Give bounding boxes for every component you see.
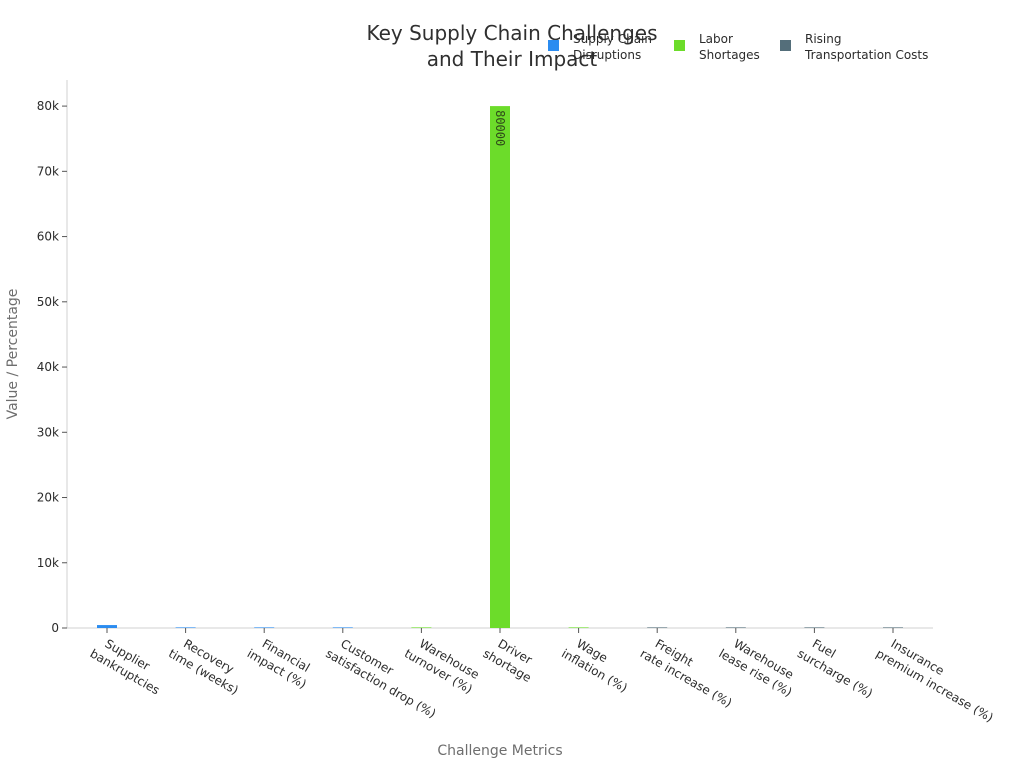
y-tick-label: 0 xyxy=(51,621,59,635)
bar xyxy=(254,627,275,628)
x-tick-label: Supplierbankruptcies xyxy=(88,632,171,697)
legend-swatch xyxy=(780,40,791,51)
bar xyxy=(725,627,746,628)
x-tick-label: Wageinflation (%) xyxy=(559,632,638,695)
bar xyxy=(804,627,825,628)
legend-label: Labor xyxy=(699,32,733,46)
legend-label: Shortages xyxy=(699,48,760,62)
bars xyxy=(97,106,903,629)
bar xyxy=(175,627,196,628)
y-tick-label: 80k xyxy=(37,99,59,113)
y-tick-label: 50k xyxy=(37,295,59,309)
chart-title-line-1: Key Supply Chain Challenges xyxy=(366,21,657,45)
y-axis-label: Value / Percentage xyxy=(5,289,21,420)
y-tick-label: 10k xyxy=(37,556,59,570)
x-tick-label-line: surcharge (%) xyxy=(795,646,875,700)
legend-label: Rising xyxy=(805,32,841,46)
chart-title: Key Supply Chain Challenges and Their Im… xyxy=(366,21,657,71)
x-tick-label: Warehouseturnover (%) xyxy=(402,632,483,696)
x-tick-label: Insurancepremium increase (%) xyxy=(874,632,1004,724)
x-tick-label: Warehouselease rise (%) xyxy=(716,632,802,699)
y-tick-label: 40k xyxy=(37,360,59,374)
y-tick-label: 20k xyxy=(37,491,59,505)
legend: Supply Chain Disruptions Labor Shortages Ris… xyxy=(548,32,928,62)
chart-title-line-2: and Their Impact xyxy=(427,47,598,71)
legend-label: Supply Chain xyxy=(573,32,652,46)
data-label: 80000 xyxy=(493,110,507,146)
x-tick-label: Drivershortage xyxy=(481,632,542,685)
bar xyxy=(647,627,668,628)
axes: 0 10k 20k 30k 40k 50k 60k 70k 80k Supplierbankrup… xyxy=(37,80,1004,725)
y-tick-label: 70k xyxy=(37,164,59,178)
x-tick-label: Fuelsurcharge (%) xyxy=(795,632,883,700)
legend-label: Transportation Costs xyxy=(804,48,928,62)
legend-label: Disruptions xyxy=(573,48,641,62)
bar xyxy=(97,625,117,628)
x-tick-label: Recoverytime (weeks) xyxy=(166,632,249,697)
y-tick-label: 30k xyxy=(37,425,59,439)
y-tick-label: 60k xyxy=(37,230,59,244)
bar xyxy=(568,627,589,628)
bar xyxy=(411,627,432,628)
x-axis-label: Challenge Metrics xyxy=(437,743,562,759)
x-tick-label: Freightrate increase (%) xyxy=(638,632,743,710)
bar xyxy=(332,627,353,628)
x-tick-label: Financialimpact (%) xyxy=(245,632,317,691)
bar xyxy=(883,627,903,628)
data-labels: 80000 xyxy=(493,110,507,146)
bar xyxy=(490,106,510,629)
legend-swatch xyxy=(674,40,685,51)
legend-swatch xyxy=(548,40,559,51)
